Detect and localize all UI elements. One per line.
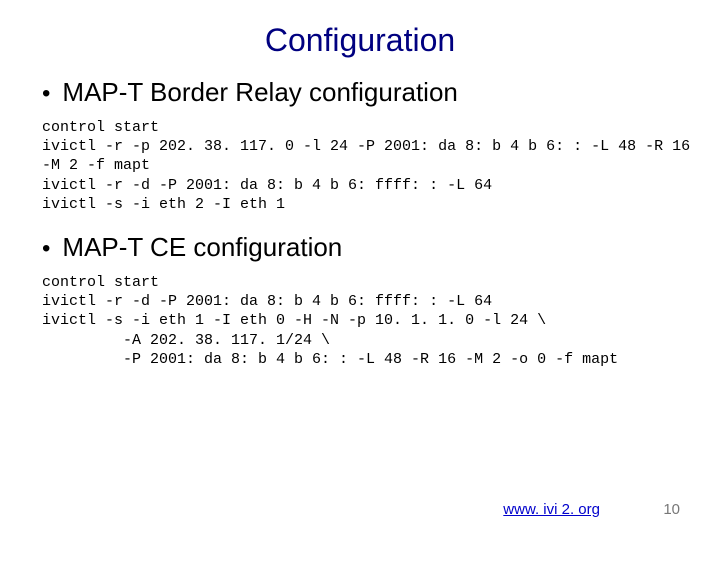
- code-block-2: control start ivictl -r -d -P 2001: da 8…: [42, 273, 700, 369]
- section-heading-1: MAP-T Border Relay configuration: [62, 77, 457, 108]
- slide-title: Configuration: [0, 22, 720, 59]
- bullet-icon: •: [42, 82, 50, 106]
- page-number: 10: [663, 501, 680, 518]
- bullet-icon: •: [42, 237, 50, 261]
- code-block-1: control start ivictl -r -p 202. 38. 117.…: [42, 118, 700, 214]
- slide: Configuration • MAP-T Border Relay confi…: [0, 22, 720, 562]
- section-1: • MAP-T Border Relay configuration: [42, 77, 690, 108]
- section-2: • MAP-T CE configuration: [42, 232, 690, 263]
- footer-link[interactable]: www. ivi 2. org: [503, 501, 600, 518]
- bullet-row-1: • MAP-T Border Relay configuration: [42, 77, 690, 108]
- section-heading-2: MAP-T CE configuration: [62, 232, 342, 263]
- bullet-row-2: • MAP-T CE configuration: [42, 232, 690, 263]
